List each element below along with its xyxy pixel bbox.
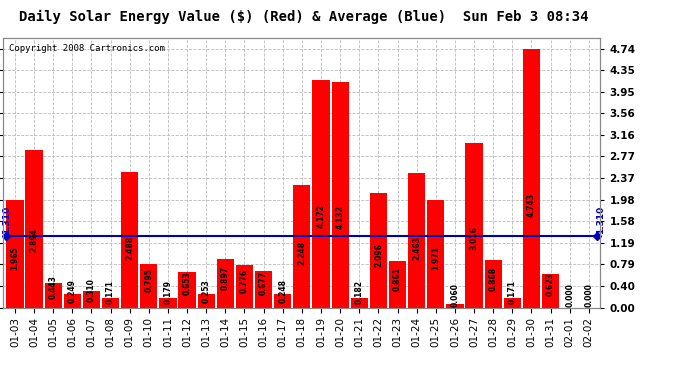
- Bar: [370, 193, 387, 308]
- Text: 4.172: 4.172: [317, 204, 326, 228]
- Text: 0.182: 0.182: [355, 280, 364, 304]
- Text: 0.653: 0.653: [183, 271, 192, 295]
- Text: 0.249: 0.249: [68, 279, 77, 303]
- Bar: [523, 49, 540, 308]
- Text: 0.868: 0.868: [489, 267, 497, 291]
- Text: 0.795: 0.795: [144, 268, 153, 292]
- Text: 1.310: 1.310: [595, 206, 605, 234]
- Text: 0.861: 0.861: [393, 267, 402, 291]
- Text: 3.016: 3.016: [469, 226, 479, 250]
- Text: 4.132: 4.132: [335, 205, 344, 229]
- Text: 0.776: 0.776: [240, 268, 249, 292]
- Text: 0.000: 0.000: [584, 283, 593, 307]
- Bar: [102, 298, 119, 307]
- Text: 0.000: 0.000: [565, 283, 574, 307]
- Bar: [255, 271, 273, 308]
- Text: 1.310: 1.310: [2, 206, 11, 234]
- Bar: [45, 284, 62, 308]
- Bar: [159, 298, 177, 307]
- Bar: [389, 261, 406, 308]
- Bar: [466, 143, 482, 308]
- Bar: [140, 264, 157, 308]
- Text: 1.971: 1.971: [431, 246, 440, 270]
- Bar: [331, 82, 348, 308]
- Bar: [542, 273, 559, 308]
- Bar: [197, 294, 215, 308]
- Text: 0.623: 0.623: [546, 272, 555, 296]
- Text: 0.171: 0.171: [106, 280, 115, 304]
- Text: Daily Solar Energy Value ($) (Red) & Average (Blue)  Sun Feb 3 08:34: Daily Solar Energy Value ($) (Red) & Ave…: [19, 9, 589, 24]
- Text: 0.248: 0.248: [278, 279, 287, 303]
- Bar: [217, 259, 234, 308]
- Text: 1.965: 1.965: [10, 246, 19, 270]
- Bar: [63, 294, 81, 307]
- Bar: [83, 291, 100, 308]
- Text: 2.248: 2.248: [297, 241, 306, 265]
- Text: 0.253: 0.253: [201, 279, 210, 303]
- Bar: [427, 200, 444, 308]
- Text: 0.897: 0.897: [221, 266, 230, 290]
- Text: 0.171: 0.171: [508, 280, 517, 304]
- Bar: [408, 173, 425, 308]
- Bar: [274, 294, 291, 307]
- Text: 0.060: 0.060: [451, 283, 460, 307]
- Text: Copyright 2008 Cartronics.com: Copyright 2008 Cartronics.com: [10, 44, 166, 53]
- Bar: [446, 304, 464, 307]
- Bar: [351, 298, 368, 307]
- Bar: [484, 260, 502, 308]
- Bar: [504, 298, 521, 307]
- Bar: [293, 185, 310, 308]
- Text: 0.677: 0.677: [259, 270, 268, 295]
- Text: 2.463: 2.463: [412, 237, 421, 261]
- Text: 4.743: 4.743: [527, 193, 536, 217]
- Bar: [313, 80, 330, 308]
- Bar: [121, 172, 138, 308]
- Text: 2.096: 2.096: [374, 244, 383, 267]
- Text: 0.443: 0.443: [49, 275, 58, 299]
- Bar: [179, 272, 196, 308]
- Text: 2.488: 2.488: [125, 236, 135, 260]
- Bar: [236, 265, 253, 308]
- Bar: [6, 200, 23, 308]
- Text: 0.310: 0.310: [87, 278, 96, 302]
- Text: 2.894: 2.894: [30, 228, 39, 252]
- Text: 0.179: 0.179: [164, 280, 172, 304]
- Bar: [26, 150, 43, 308]
